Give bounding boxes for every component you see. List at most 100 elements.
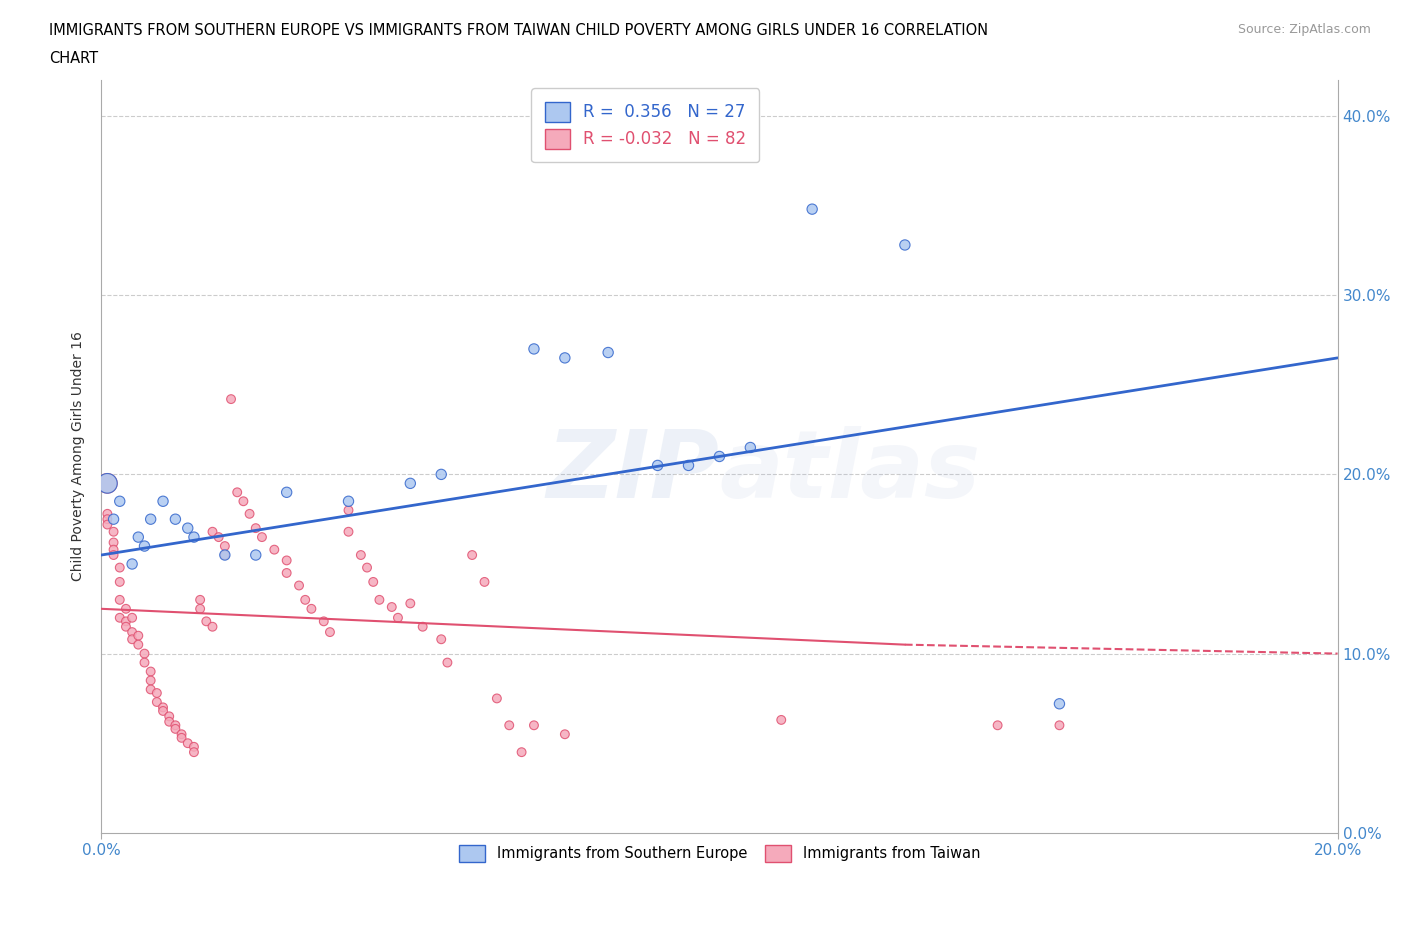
Text: IMMIGRANTS FROM SOUTHERN EUROPE VS IMMIGRANTS FROM TAIWAN CHILD POVERTY AMONG GI: IMMIGRANTS FROM SOUTHERN EUROPE VS IMMIG… <box>49 23 988 38</box>
Point <box>368 592 391 607</box>
Point <box>108 494 131 509</box>
Point <box>188 592 211 607</box>
Point <box>201 619 224 634</box>
Point <box>188 602 211 617</box>
Point <box>208 530 231 545</box>
Point <box>312 614 335 629</box>
Point <box>146 695 169 710</box>
Point <box>115 602 138 617</box>
Point <box>436 655 458 670</box>
Point <box>108 610 131 625</box>
Point <box>294 592 316 607</box>
Point <box>1049 697 1071 711</box>
Point <box>165 718 187 733</box>
Point <box>250 530 273 545</box>
Point <box>115 614 138 629</box>
Point <box>139 682 162 697</box>
Point <box>299 602 322 617</box>
Point <box>165 512 187 526</box>
Text: ZIP: ZIP <box>547 426 720 517</box>
Point <box>387 610 409 625</box>
Point <box>381 600 404 615</box>
Point <box>361 575 384 590</box>
Point <box>356 560 378 575</box>
Legend: Immigrants from Southern Europe, Immigrants from Taiwan: Immigrants from Southern Europe, Immigra… <box>450 836 988 870</box>
Point <box>103 542 125 557</box>
Point <box>96 506 118 521</box>
Point <box>461 548 484 563</box>
Point <box>139 673 162 688</box>
Point <box>139 512 162 526</box>
Point <box>399 476 422 491</box>
Point <box>115 619 138 634</box>
Point <box>801 202 824 217</box>
Point <box>121 631 143 646</box>
Point <box>430 467 453 482</box>
Point <box>134 655 156 670</box>
Point <box>276 553 298 568</box>
Point <box>647 458 669 472</box>
Point <box>554 727 576 742</box>
Point <box>245 548 267 563</box>
Point <box>276 565 298 580</box>
Point <box>103 512 125 526</box>
Point <box>96 512 118 526</box>
Point <box>165 722 187 737</box>
Point <box>232 494 254 509</box>
Point <box>239 506 262 521</box>
Point <box>1049 718 1071 733</box>
Point <box>412 619 434 634</box>
Point <box>127 530 149 545</box>
Point <box>134 646 156 661</box>
Point <box>399 596 422 611</box>
Point <box>263 542 285 557</box>
Point <box>337 525 360 539</box>
Point <box>127 629 149 644</box>
Point <box>152 700 174 715</box>
Point <box>103 525 125 539</box>
Point <box>485 691 508 706</box>
Point <box>214 548 236 563</box>
Point <box>96 476 118 491</box>
Point <box>108 592 131 607</box>
Point <box>108 560 131 575</box>
Point <box>201 525 224 539</box>
Point <box>709 449 731 464</box>
Point <box>121 556 143 571</box>
Point <box>276 485 298 499</box>
Point <box>430 631 453 646</box>
Point <box>152 703 174 718</box>
Point <box>103 548 125 563</box>
Point <box>152 494 174 509</box>
Point <box>598 345 620 360</box>
Point <box>170 730 193 745</box>
Point <box>96 517 118 532</box>
Point <box>121 610 143 625</box>
Point <box>183 739 205 754</box>
Point <box>183 530 205 545</box>
Point <box>195 614 218 629</box>
Text: atlas: atlas <box>720 426 980 517</box>
Point <box>554 351 576 365</box>
Point <box>157 709 180 724</box>
Point <box>177 736 200 751</box>
Point <box>177 521 200 536</box>
Point <box>510 745 533 760</box>
Point <box>108 575 131 590</box>
Point <box>319 625 342 640</box>
Point <box>134 538 156 553</box>
Point <box>498 718 520 733</box>
Text: Source: ZipAtlas.com: Source: ZipAtlas.com <box>1237 23 1371 36</box>
Point <box>987 718 1010 733</box>
Point <box>245 521 267 536</box>
Text: CHART: CHART <box>49 51 98 66</box>
Point <box>103 535 125 550</box>
Point <box>214 538 236 553</box>
Point <box>770 712 793 727</box>
Point <box>474 575 496 590</box>
Point <box>337 494 360 509</box>
Point <box>157 714 180 729</box>
Point <box>523 718 546 733</box>
Point <box>523 341 546 356</box>
Point <box>139 664 162 679</box>
